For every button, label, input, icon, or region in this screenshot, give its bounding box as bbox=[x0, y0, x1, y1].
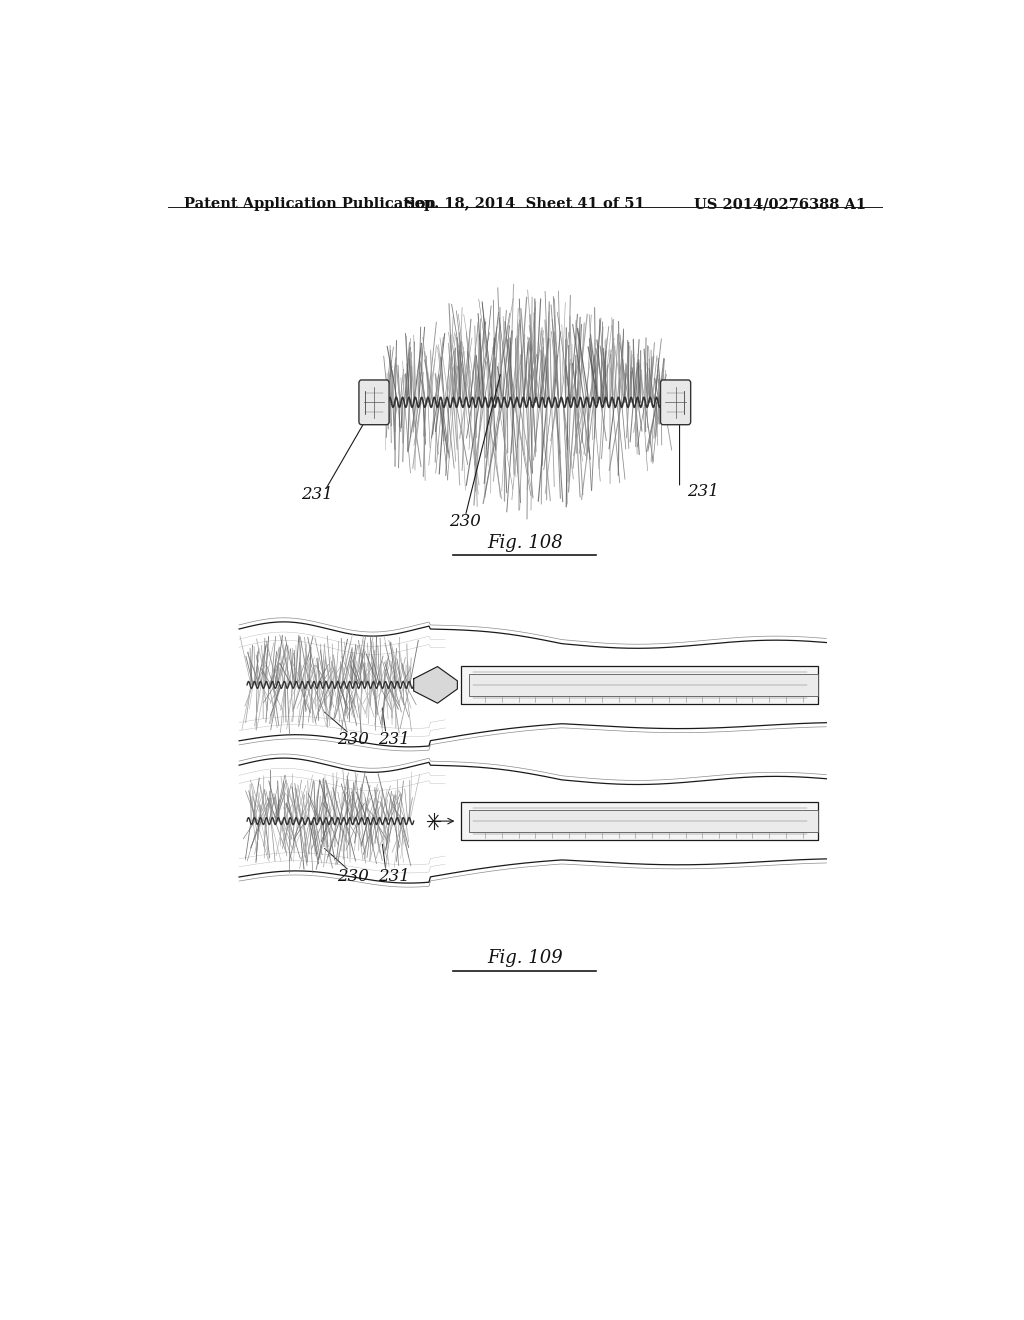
Polygon shape bbox=[414, 667, 458, 704]
Text: 231: 231 bbox=[687, 483, 720, 500]
Text: 230: 230 bbox=[338, 869, 370, 886]
Text: 230: 230 bbox=[338, 731, 370, 748]
Text: Patent Application Publication: Patent Application Publication bbox=[183, 197, 435, 211]
Text: Fig. 108: Fig. 108 bbox=[487, 533, 562, 552]
Text: US 2014/0276388 A1: US 2014/0276388 A1 bbox=[694, 197, 866, 211]
Bar bbox=[461, 665, 818, 704]
Bar bbox=[469, 673, 818, 696]
Bar bbox=[461, 801, 818, 841]
Text: 230: 230 bbox=[450, 513, 481, 531]
Text: Sep. 18, 2014  Sheet 41 of 51: Sep. 18, 2014 Sheet 41 of 51 bbox=[404, 197, 645, 211]
Text: 231: 231 bbox=[378, 731, 410, 748]
Text: 231: 231 bbox=[301, 486, 333, 503]
FancyBboxPatch shape bbox=[359, 380, 389, 425]
FancyBboxPatch shape bbox=[660, 380, 690, 425]
Bar bbox=[469, 810, 818, 833]
Text: 231: 231 bbox=[378, 869, 410, 886]
Text: Fig. 109: Fig. 109 bbox=[487, 949, 562, 968]
